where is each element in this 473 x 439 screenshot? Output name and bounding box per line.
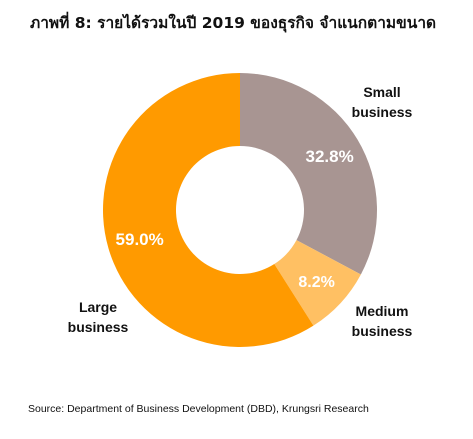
slice-label-small: Small business — [352, 84, 413, 120]
slice-value-small: 32.8% — [306, 147, 354, 166]
chart-title: ภาพที่ 8: รายได้รวมในปี 2019 ของธุรกิจ จ… — [30, 14, 437, 32]
slice-label-medium: Medium business — [352, 303, 413, 339]
source-note: Source: Department of Business Developme… — [28, 403, 369, 415]
slice-medium — [274, 240, 361, 326]
slice-small — [240, 73, 378, 275]
slice-large — [102, 73, 314, 347]
slice-value-large: 59.0% — [116, 230, 164, 249]
donut-labels: 32.8% Small business 8.2% Medium business 59.0… — [68, 84, 413, 339]
slice-value-medium: 8.2% — [298, 274, 334, 291]
slice-label-large: Large business — [68, 299, 129, 335]
donut-slices — [102, 73, 378, 347]
